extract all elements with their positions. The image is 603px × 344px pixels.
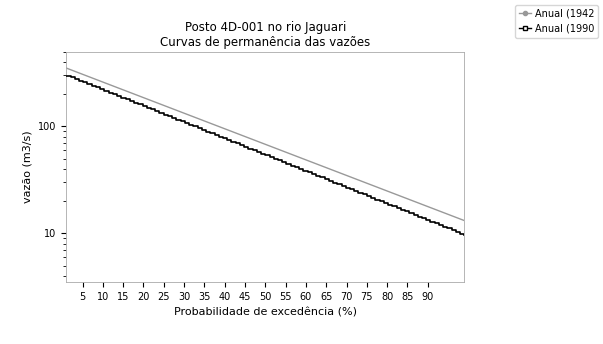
Y-axis label: vazão (m3/s): vazão (m3/s) bbox=[23, 130, 33, 203]
X-axis label: Probabilidade de excedência (%): Probabilidade de excedência (%) bbox=[174, 307, 357, 318]
Legend: Anual (1942, Anual (1990: Anual (1942, Anual (1990 bbox=[516, 5, 598, 37]
Title: Posto 4D-001 no rio Jaguari
Curvas de permanência das vazões: Posto 4D-001 no rio Jaguari Curvas de pe… bbox=[160, 21, 370, 49]
